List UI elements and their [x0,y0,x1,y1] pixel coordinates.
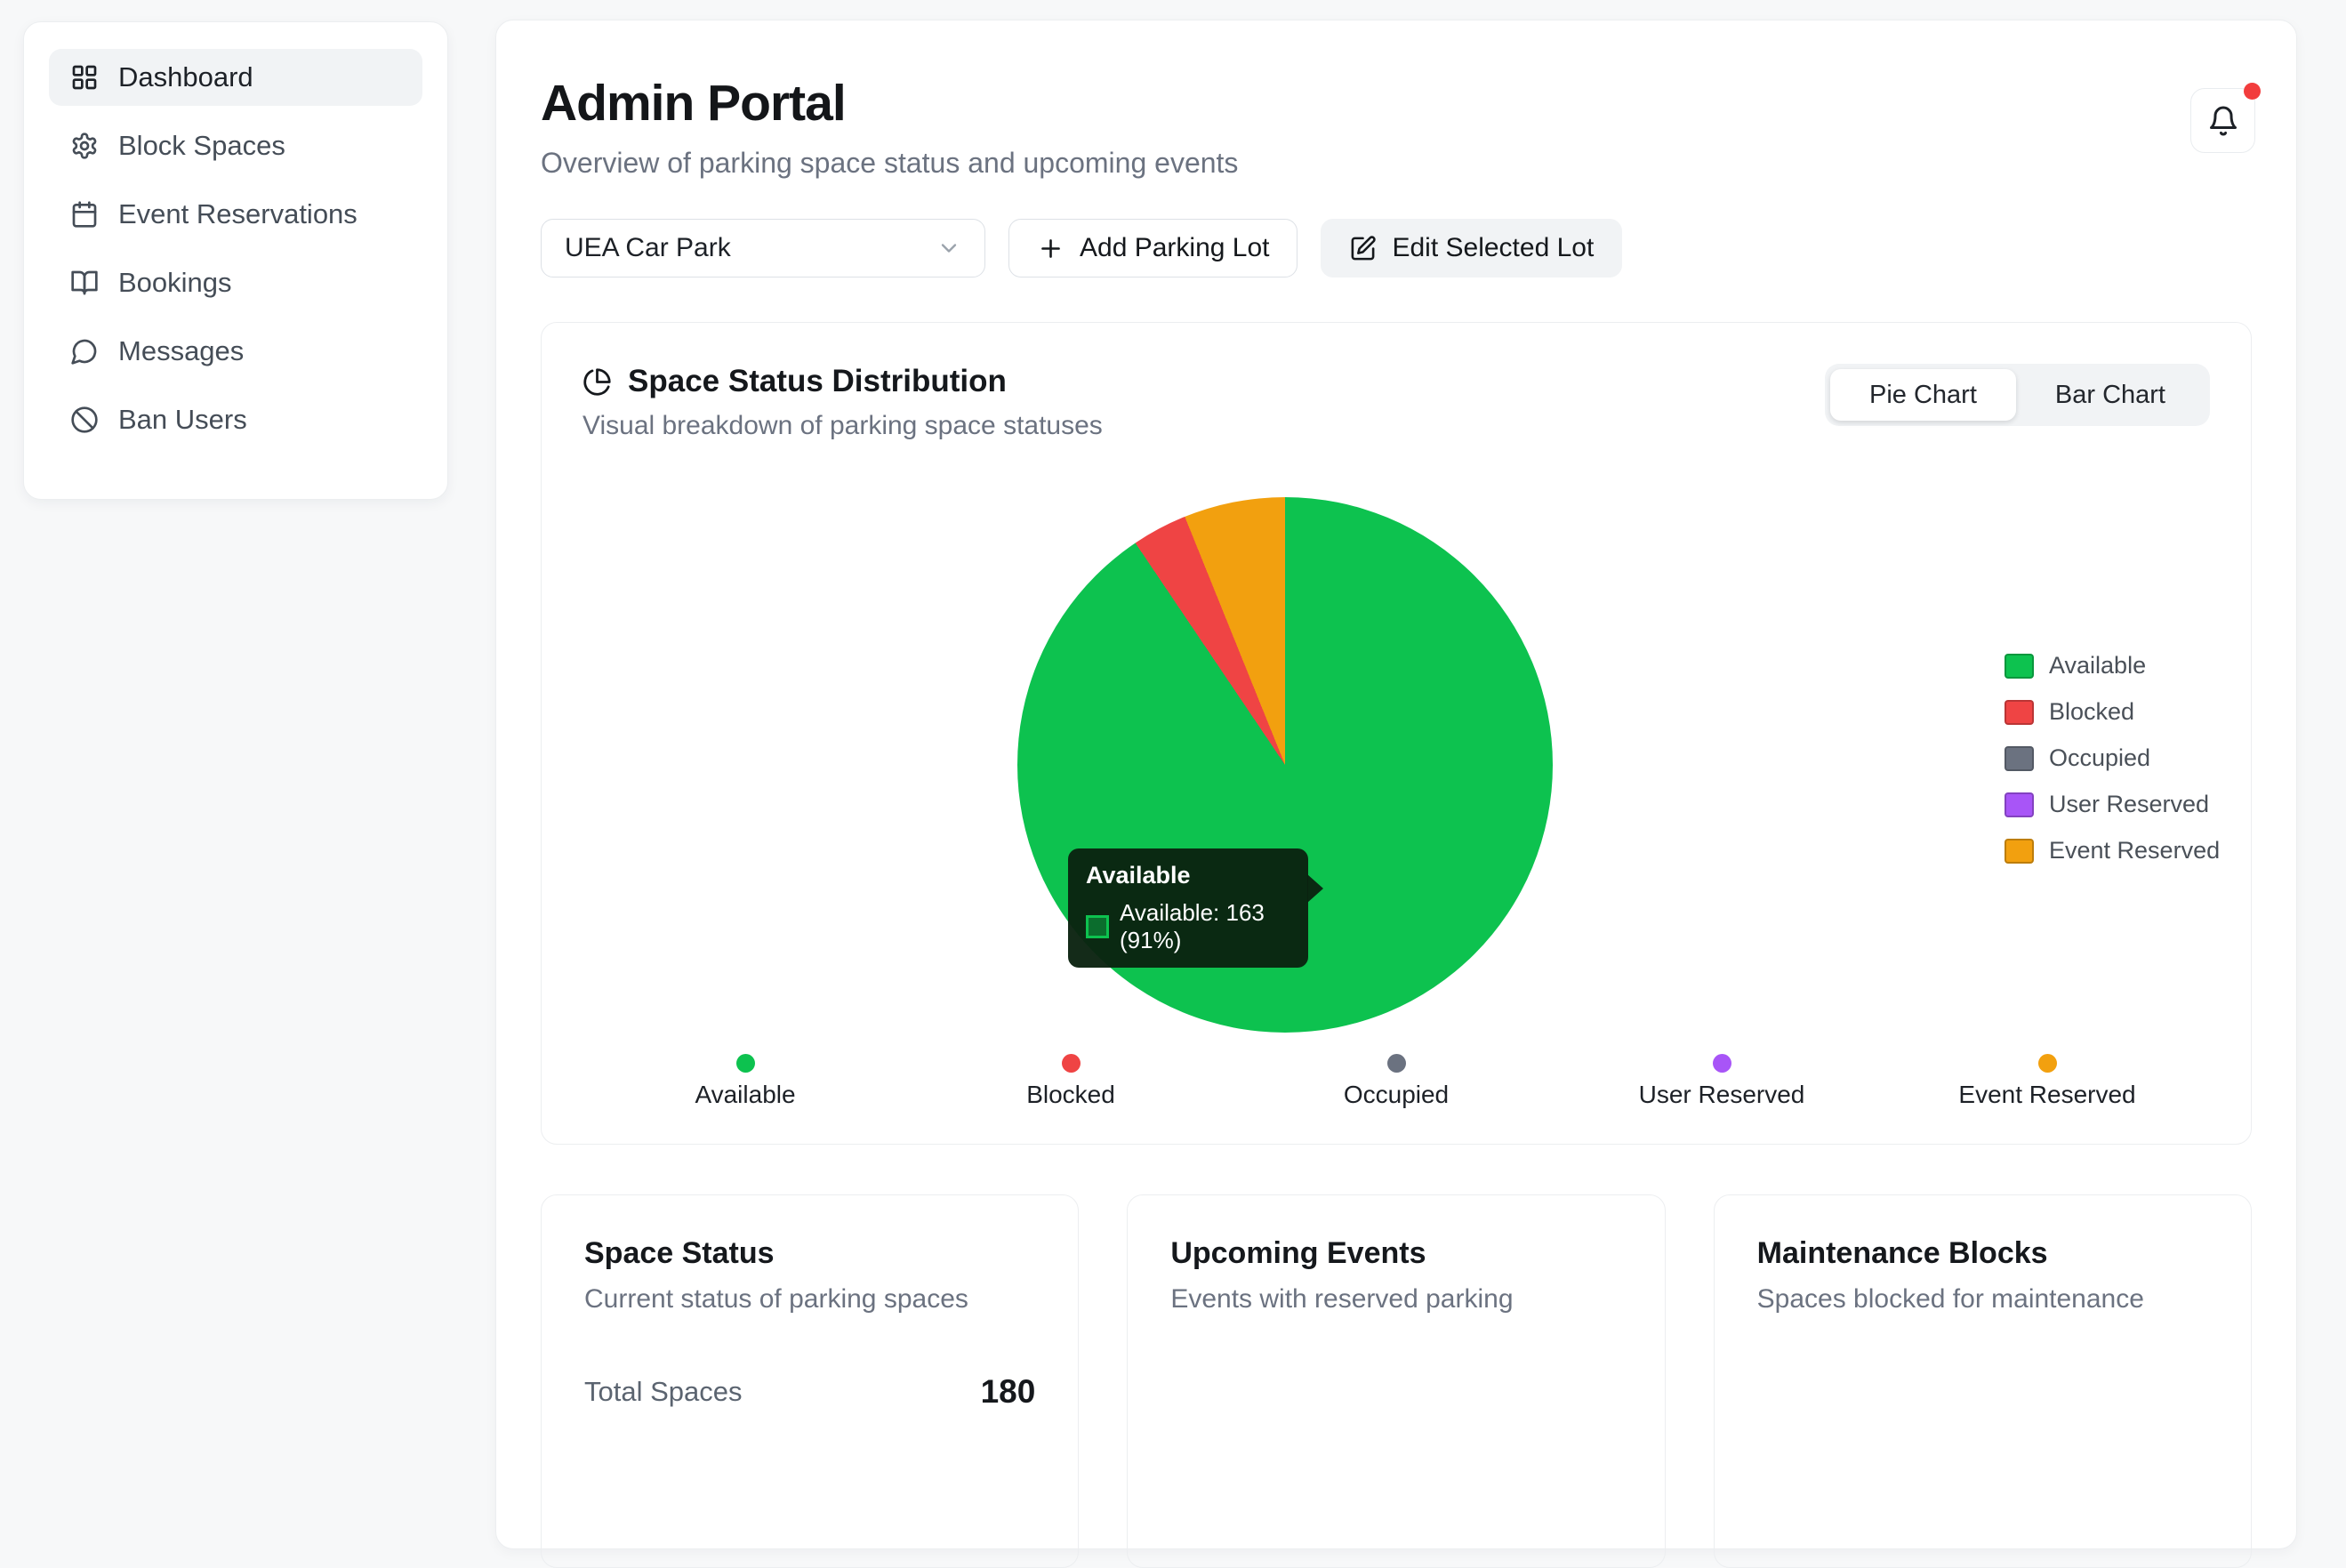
grid-icon [70,63,99,92]
total-spaces-row: Total Spaces 180 [584,1373,1035,1411]
plus-icon [1037,235,1065,262]
bottom-legend-blocked[interactable]: Blocked [908,1054,1233,1109]
card-title: Maintenance Blocks [1756,1236,2048,1270]
add-parking-lot-label: Add Parking Lot [1080,233,1270,262]
sidebar-item-dashboard[interactable]: Dashboard [49,49,422,106]
sidebar-item-event-reservations[interactable]: Event Reservations [49,186,422,243]
sidebar-item-bookings[interactable]: Bookings [49,254,422,311]
card-subtitle: Spaces blocked for maintenance [1756,1284,2144,1314]
sidebar-item-label: Block Spaces [118,130,285,161]
sidebar-item-label: Dashboard [118,61,253,92]
stat-label: Total Spaces [584,1376,743,1407]
chart-subtitle: Visual breakdown of parking space status… [582,411,1103,440]
sidebar-item-block-spaces[interactable]: Block Spaces [49,117,422,174]
legend-swatch [2005,792,2034,817]
card-title: Space Status [584,1236,775,1270]
tooltip-swatch [1086,915,1109,938]
sidebar: Dashboard Block Spaces Event Reservation… [23,21,448,500]
sidebar-item-label: Ban Users [118,404,247,435]
main-panel: Admin Portal Overview of parking space s… [495,20,2297,1568]
notifications-button[interactable] [2190,83,2261,153]
page-subtitle: Overview of parking space status and upc… [541,147,1239,179]
space-status-card: Space Status Current status of parking s… [541,1194,1080,1568]
legend-swatch [2005,838,2034,864]
legend-dot [2037,1054,2057,1073]
tooltip-text: Available: 163 (91%) [1120,899,1265,953]
bottom-legend-available[interactable]: Available [582,1054,908,1109]
chevron-down-icon [936,236,961,261]
add-parking-lot-button[interactable]: Add Parking Lot [1008,219,1298,277]
space-status-chart-card: Space Status Distribution Visual breakdo… [541,322,2252,1145]
book-open-icon [70,269,99,297]
legend-item-occupied: Occupied [2005,744,2220,772]
bell-icon [2207,105,2239,137]
bottom-legend-occupied[interactable]: Occupied [1233,1054,1559,1109]
tab-pie-chart[interactable]: Pie Chart [1830,369,2016,421]
sidebar-item-ban-users[interactable]: Ban Users [49,391,422,448]
legend-dot [1061,1054,1081,1073]
bottom-legend-user-reserved[interactable]: User Reserved [1559,1054,1884,1109]
toolbar: UEA Car Park Add Parking Lot Edit Select… [541,219,2252,277]
sidebar-nav: Dashboard Block Spaces Event Reservation… [49,49,422,448]
legend-swatch [2005,699,2034,725]
maintenance-blocks-card: Maintenance Blocks Spaces blocked for ma… [1713,1194,2252,1568]
chart-side-legend: Available Blocked Occupied User Reserved… [2005,652,2220,864]
sidebar-item-label: Messages [118,335,245,366]
edit-pencil-icon [1349,235,1377,262]
legend-dot [1712,1054,1731,1073]
edit-selected-lot-button[interactable]: Edit Selected Lot [1321,219,1623,277]
card-title: Upcoming Events [1170,1236,1426,1270]
tooltip-arrow [1307,874,1323,903]
tooltip-title: Available [1086,862,1191,889]
sidebar-item-messages[interactable]: Messages [49,323,422,380]
tab-bar-chart[interactable]: Bar Chart [2016,369,2205,421]
pie-chart-icon [582,367,612,397]
parking-lot-select[interactable]: UEA Car Park [541,219,985,277]
legend-item-blocked: Blocked [2005,698,2220,726]
ban-icon [70,406,99,434]
card-subtitle: Current status of parking spaces [584,1284,968,1314]
legend-dot [735,1054,755,1073]
bottom-legend-event-reserved[interactable]: Event Reserved [1884,1054,2210,1109]
chart-card-header: Space Status Distribution Visual breakdo… [582,364,2210,441]
stat-value: 180 [980,1373,1036,1410]
sidebar-item-label: Event Reservations [118,198,358,229]
legend-swatch [2005,653,2034,679]
edit-selected-lot-label: Edit Selected Lot [1392,233,1595,262]
legend-dot [1386,1054,1406,1073]
chart-bottom-legend: Available Blocked Occupied User Reserved… [582,1054,2210,1109]
page-title: Admin Portal [541,75,847,132]
chart-title: Space Status Distribution [628,364,1007,398]
sidebar-item-label: Bookings [118,267,232,298]
summary-cards-row: Space Status Current status of parking s… [541,1194,2252,1568]
upcoming-events-card: Upcoming Events Events with reserved par… [1127,1194,1666,1568]
calendar-icon [70,200,99,229]
chart-view-toggle: Pie Chart Bar Chart [1825,364,2210,426]
card-subtitle: Events with reserved parking [1170,1284,1514,1314]
legend-item-user-reserved: User Reserved [2005,791,2220,818]
chat-bubble-icon [70,337,99,366]
legend-swatch [2005,745,2034,771]
legend-item-available: Available [2005,652,2220,679]
chart-tooltip: Available Available: 163 (91%) [1068,848,1323,968]
legend-item-event-reserved: Event Reserved [2005,837,2220,864]
parking-lot-select-value: UEA Car Park [565,233,731,262]
gear-icon [70,132,99,160]
page-header: Admin Portal Overview of parking space s… [541,74,2252,180]
notification-dot [2244,83,2261,100]
